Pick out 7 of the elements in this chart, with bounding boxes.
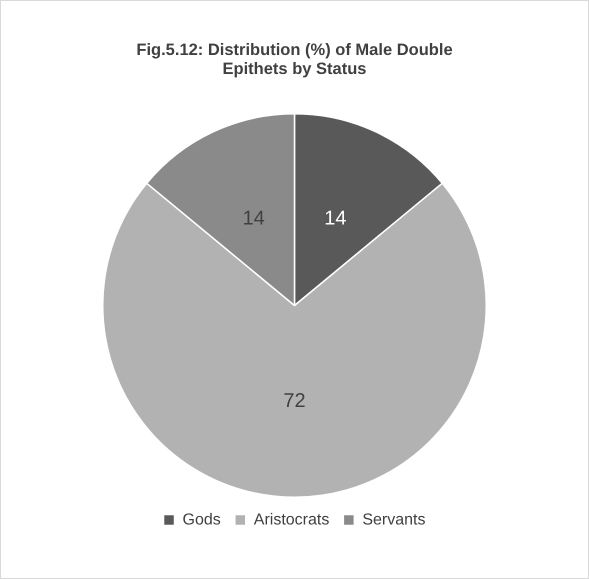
legend-label: Servants	[362, 511, 426, 528]
data-label: 72	[283, 390, 306, 412]
data-label: 14	[324, 207, 346, 230]
legend-label: Gods	[182, 511, 221, 528]
data-label: 14	[242, 207, 265, 230]
chart-title: Fig.5.12: Distribution (%) of Male Double Epithets by Status	[135, 41, 454, 79]
legend-label: Aristocrats	[254, 511, 330, 528]
